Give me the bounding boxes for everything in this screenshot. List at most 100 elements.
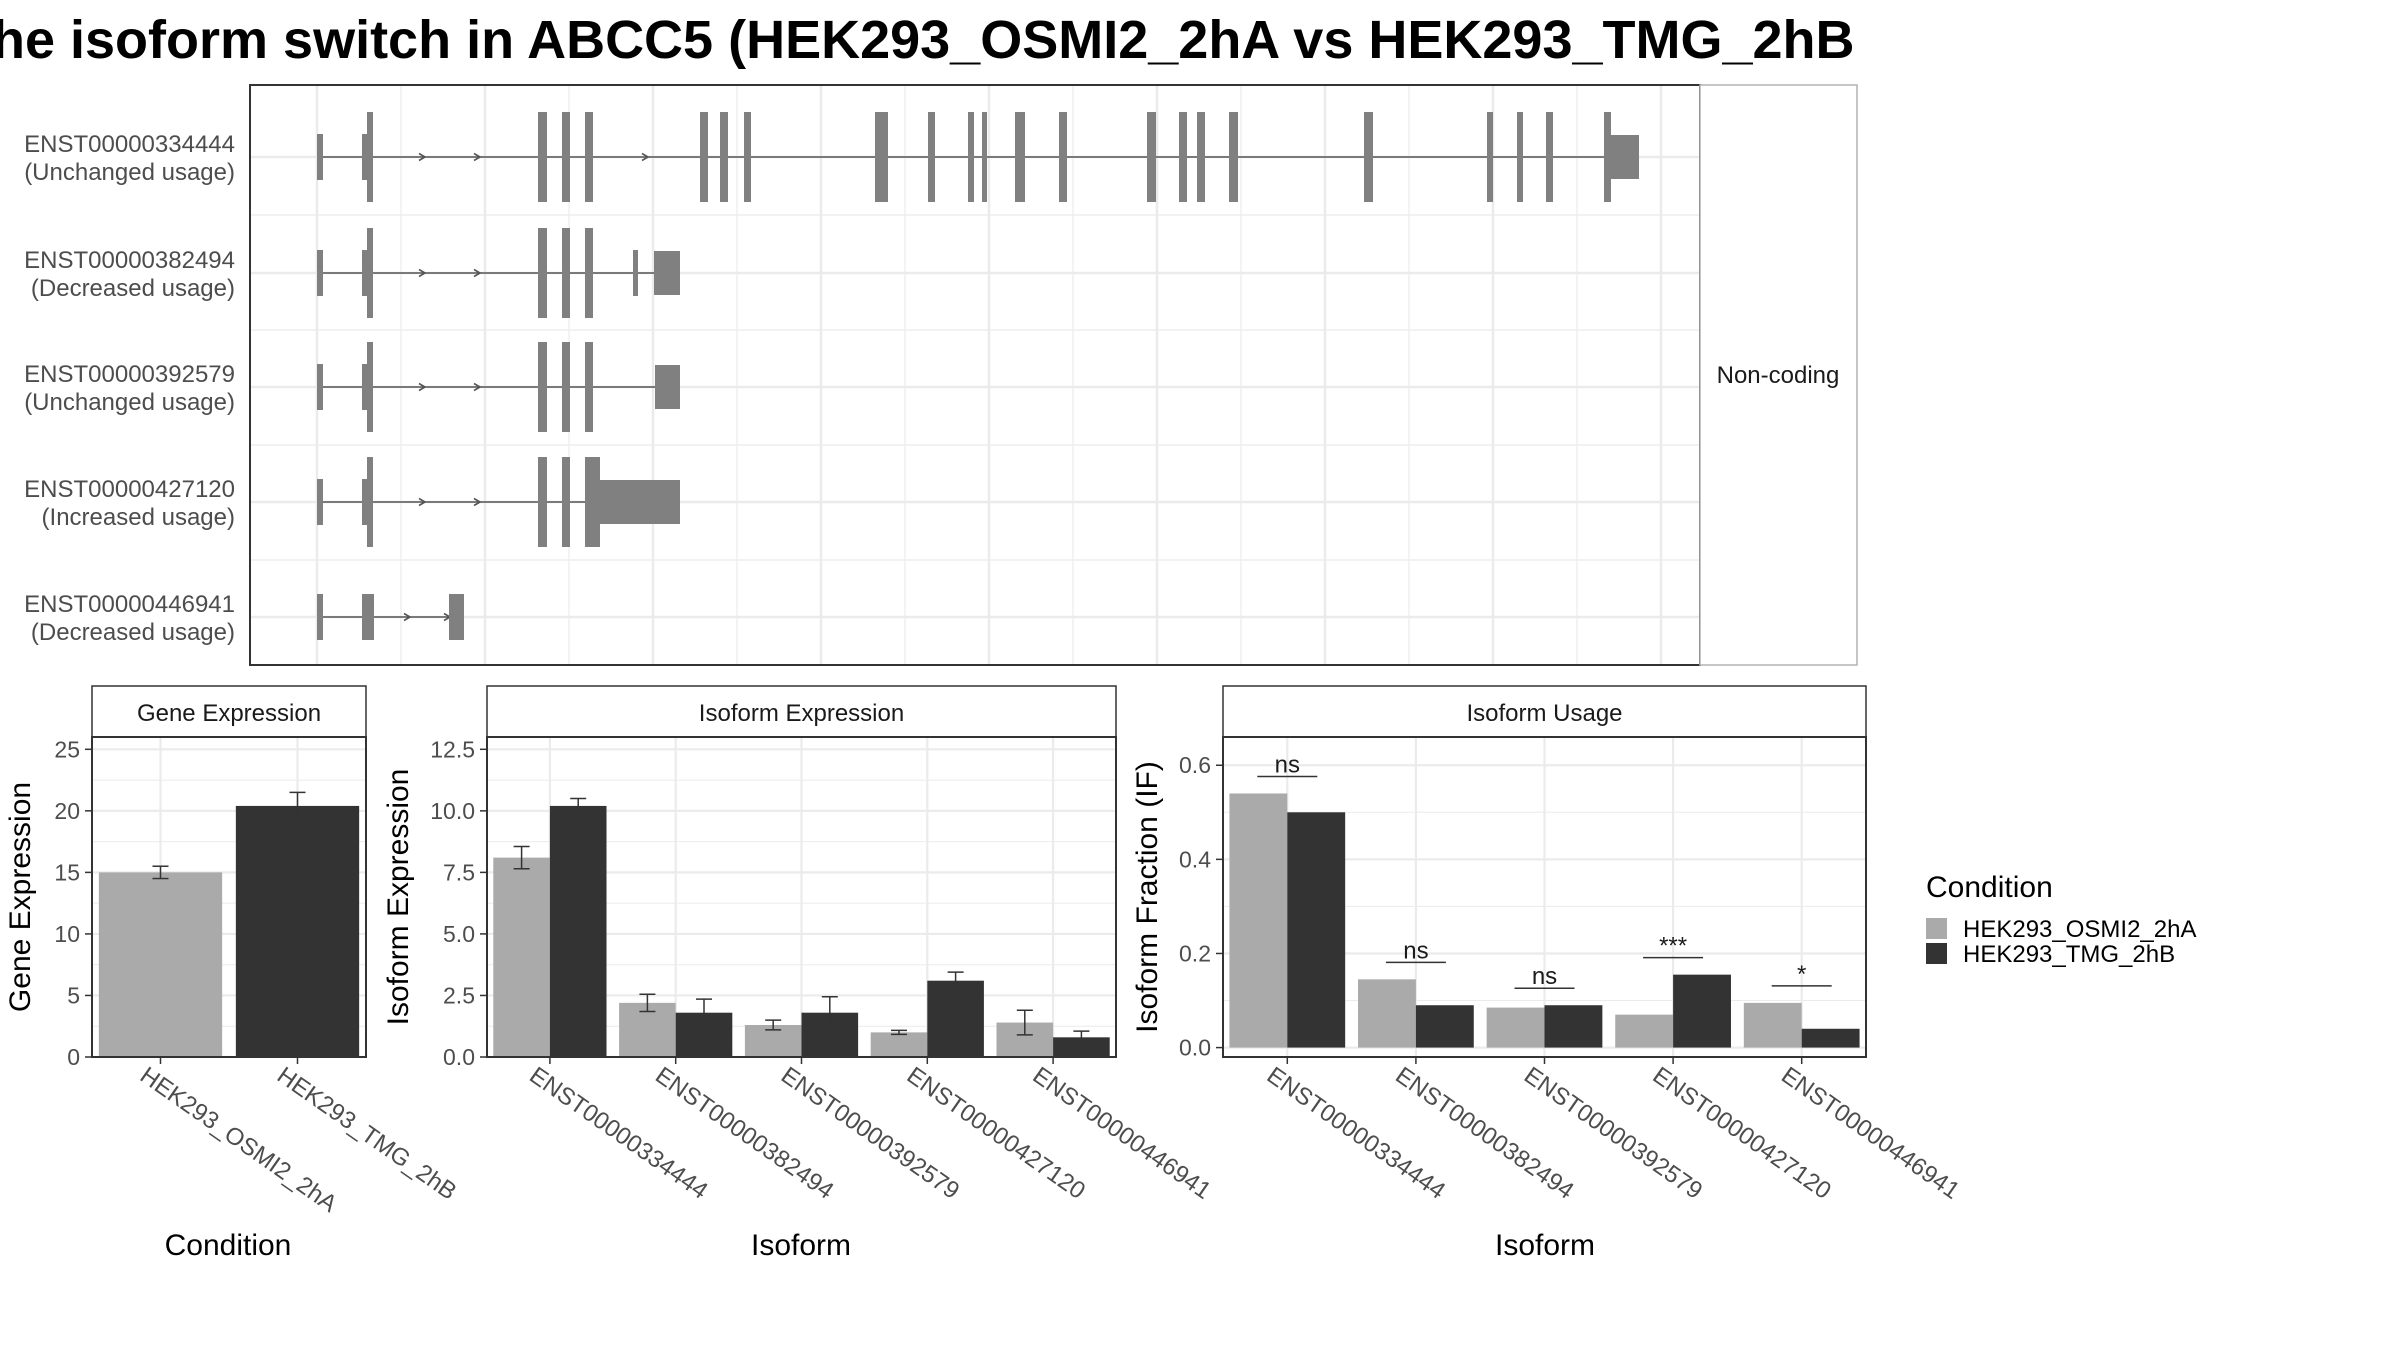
x-axis-title: Isoform [751,1229,851,1262]
bar [1053,1037,1110,1057]
exon [1546,112,1553,202]
significance-label: * [1797,961,1806,988]
bar [1415,1005,1474,1048]
exon [1147,112,1156,202]
exon [317,594,323,640]
y-tick-label: 0.2 [1179,940,1211,966]
y-tick-label: 10.0 [430,798,475,824]
transcript-tracks [317,112,1639,640]
exon [562,342,570,432]
exon [1197,112,1205,202]
legend-key-condition-a [1926,918,1947,939]
exon [700,112,708,202]
bar [1544,1005,1603,1048]
bar-panels: Gene Expression0510152025HEK293_OSMI2_2h… [4,685,1964,1262]
panel-title: Isoform Usage [1466,700,1622,727]
panel-title: Gene Expression [137,700,321,727]
exon [367,112,373,202]
significance-label: ns [1403,937,1428,964]
y-tick-label: 20 [54,798,80,824]
strand-arrow [473,497,482,507]
exon [585,342,593,432]
exon [1015,112,1025,202]
exon [562,112,570,202]
bar [493,857,550,1057]
exon [968,112,974,202]
exon [1059,112,1067,202]
exon [317,134,323,180]
panel-frame [91,736,367,1058]
exon [362,134,367,180]
exon [875,112,888,202]
x-axis-title: Isoform [1495,1229,1595,1262]
exon [362,594,374,640]
transcript-id-label: ENST00000334444 [24,131,235,158]
strand-arrow [641,152,650,162]
y-tick-label: 0.0 [443,1044,475,1070]
exon [655,365,680,409]
y-axis-title: Isoform Fraction (IF) [1131,761,1164,1033]
transcript-id-label: ENST00000427120 [24,476,235,503]
exon [317,364,323,410]
exon [367,228,373,318]
strand-arrow [418,268,427,278]
exon [362,250,367,296]
exon [317,479,323,525]
exon [1364,112,1373,202]
exon [585,228,593,318]
bar [1486,1007,1545,1048]
strand-arrow [418,152,427,162]
exon [1179,112,1187,202]
y-tick-label: 5 [67,982,80,1008]
y-tick-label: 7.5 [443,859,475,885]
transcript-status-label: (Unchanged usage) [24,389,235,416]
strand-arrow [403,612,412,622]
bar-panel: Isoform Expression0.02.55.07.510.012.5EN… [382,685,1216,1262]
y-tick-label: 2.5 [443,982,475,1008]
exon [982,112,987,202]
bar [870,1032,928,1057]
exon [562,228,570,318]
x-axis-title: Condition [165,1229,292,1262]
y-axis-title: Isoform Expression [382,769,415,1026]
exon [654,251,680,295]
y-tick-label: 0 [67,1044,80,1070]
transcript-status-label: (Increased usage) [42,504,235,531]
bar [1358,979,1416,1048]
y-tick-label: 0.4 [1179,846,1211,872]
legend: Condition HEK293_OSMI2_2hA HEK293_TMG_2h… [1926,871,2196,968]
bar [927,980,984,1057]
legend-label-condition-a: HEK293_OSMI2_2hA [1963,916,2196,943]
transcript-status-label: (Unchanged usage) [24,159,235,186]
structure-strip [1699,84,1858,666]
exon [1487,112,1493,202]
strand-arrow [473,152,482,162]
exon [362,479,367,525]
strand-arrow [473,268,482,278]
transcript-id-label: ENST00000382494 [24,247,235,274]
y-tick-label: 15 [54,859,80,885]
exon [449,594,464,640]
bar [1287,812,1346,1048]
exon [720,112,728,202]
structure-panel-background [250,85,1700,665]
strand-arrow [473,382,482,392]
y-tick-label: 0.6 [1179,752,1211,778]
exon [1229,112,1238,202]
strand-arrow [418,497,427,507]
strand-arrow [418,382,427,392]
significance-label: *** [1659,933,1687,960]
bar [1229,793,1288,1048]
bar [1743,1002,1802,1048]
legend-title: Condition [1926,871,2053,904]
bar [98,872,223,1057]
exon [367,342,373,432]
exon [600,480,680,524]
bar [1615,1014,1674,1048]
y-tick-label: 10 [54,921,80,947]
y-tick-label: 0.0 [1179,1035,1211,1061]
exon [362,364,367,410]
bar [549,805,607,1057]
exon [928,112,935,202]
exon [562,457,570,547]
